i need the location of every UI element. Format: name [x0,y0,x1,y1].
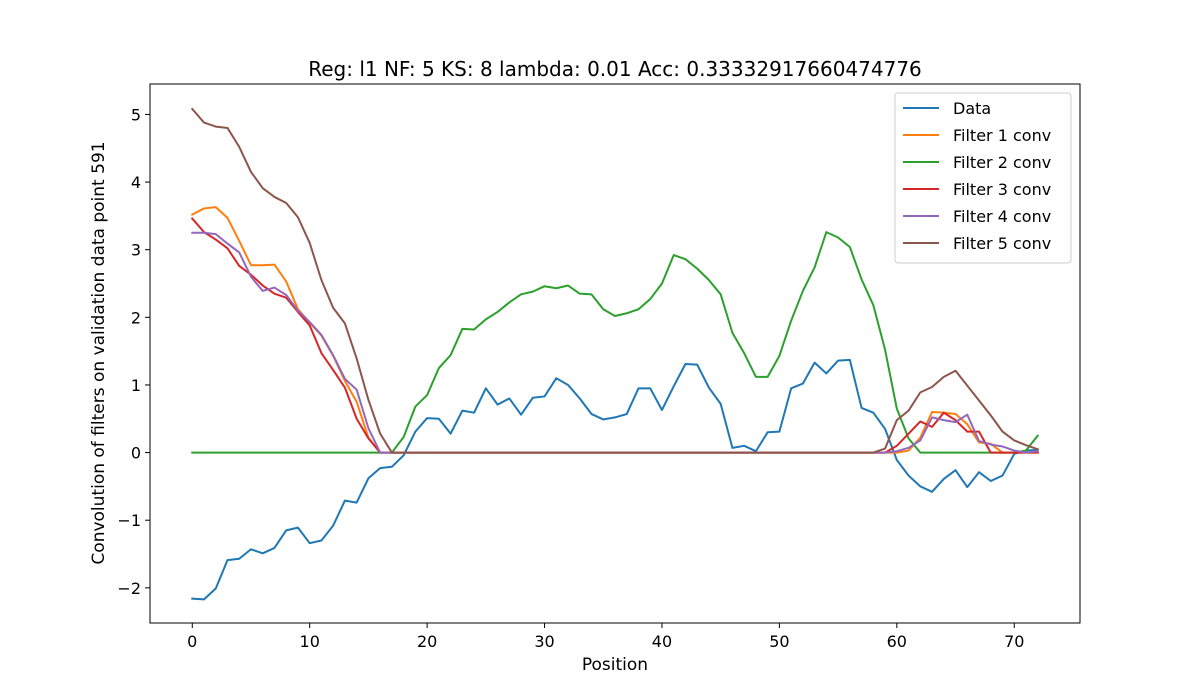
chart-title: Reg: l1 NF: 5 KS: 8 lambda: 0.01 Acc: 0.… [308,57,922,81]
legend-label: Filter 3 conv [953,180,1051,199]
axes-frame [149,83,1081,624]
x-tick-label: 60 [887,632,907,651]
x-tick-label: 30 [534,632,554,651]
legend-label: Filter 1 conv [953,126,1051,145]
x-tick-label: 50 [769,632,789,651]
x-tick-label: 40 [652,632,672,651]
y-tick-label: 1 [131,376,141,395]
series-line-filter-5-conv [190,107,1040,454]
series-line-data [191,358,1039,601]
legend-label: Filter 2 conv [953,153,1051,172]
y-axis-label: Convolution of filters on validation dat… [89,141,109,564]
x-tick-label: 70 [1004,632,1024,651]
legend-label: Data [953,99,991,118]
y-tick-label: 3 [131,241,141,260]
x-tick-label: 0 [187,632,197,651]
y-tick-label: 5 [131,105,141,124]
x-axis-ticks: 0 10 20 30 40 50 60 70 [187,623,1024,651]
y-tick-label: 0 [131,444,141,463]
legend-label: Filter 4 conv [953,207,1051,226]
y-tick-label: 2 [131,308,141,327]
y-tick-label: −1 [117,511,141,530]
plot-area [149,83,1081,624]
y-tick-label: 4 [131,173,141,192]
series-layer [190,107,1040,601]
legend: Data Filter 1 conv Filter 2 conv Filter 3 c… [894,92,1072,264]
legend-label: Filter 5 conv [953,234,1051,253]
y-axis-ticks: −2 −1 0 1 2 3 4 5 [117,105,150,598]
x-axis-label: Position [582,655,648,675]
x-tick-label: 10 [300,632,320,651]
y-tick-label: −2 [117,579,141,598]
series-line-filter-2-conv [191,231,1040,454]
x-tick-label: 20 [417,632,437,651]
